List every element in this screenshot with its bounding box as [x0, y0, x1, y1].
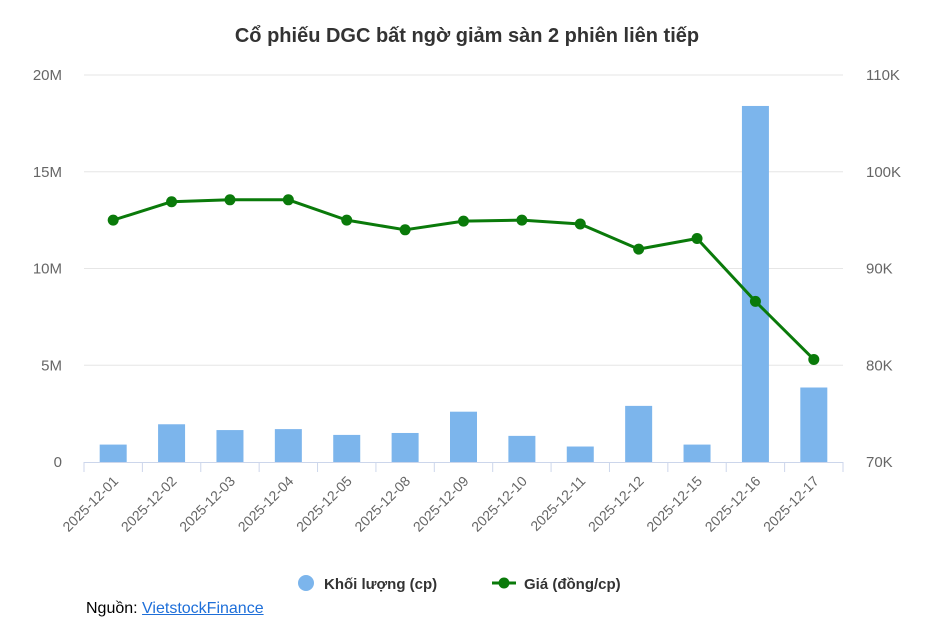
x-axis: 2025-12-012025-12-022025-12-032025-12-04…: [59, 462, 844, 535]
source-link[interactable]: VietstockFinance: [142, 600, 264, 617]
price-point: [107, 214, 119, 226]
price-point: [516, 214, 528, 226]
legend-volume-label: Khối lượng (cp): [324, 576, 437, 593]
volume-bar: [274, 429, 302, 462]
x-tick-label: 2025-12-16: [702, 473, 764, 535]
volume-bar: [450, 411, 477, 462]
x-tick-label: 2025-12-03: [176, 473, 238, 535]
y-left-tick-label: 5M: [41, 357, 62, 374]
legend-item-price[interactable]: Giá (đồng/cp): [492, 576, 621, 593]
gridlines: [84, 74, 843, 366]
y-left-tick-label: 20M: [33, 67, 62, 84]
y-right-tick-label: 90K: [866, 261, 893, 278]
legend-price-marker: [498, 577, 510, 589]
price-point: [224, 194, 236, 206]
volume-bar: [99, 444, 127, 462]
volume-bar: [333, 434, 361, 462]
y-left-tick-label: 10M: [33, 261, 62, 278]
chart-title: Cổ phiếu DGC bất ngờ giảm sàn 2 phiên li…: [235, 25, 699, 47]
volume-bars: [99, 105, 828, 463]
x-tick-label: 2025-12-08: [351, 473, 413, 535]
volume-bar: [391, 432, 419, 462]
y-left-tick-label: 15M: [33, 164, 62, 181]
y-axis-left: 0 5M 10M 15M 20M: [33, 67, 62, 471]
price-point: [399, 224, 411, 236]
price-point: [749, 295, 761, 307]
x-tick-label: 2025-12-05: [293, 473, 355, 535]
price-point: [282, 194, 294, 206]
price-point: [574, 218, 586, 230]
legend[interactable]: Khối lượng (cp) Giá (đồng/cp): [298, 575, 621, 593]
x-tick-label: 2025-12-15: [643, 473, 705, 535]
y-axis-right: 70K 80K 90K 100K 110K: [866, 67, 901, 471]
price-point: [458, 215, 469, 227]
volume-bar: [741, 105, 769, 463]
y-right-tick-label: 80K: [866, 357, 893, 374]
x-tick-label: 2025-12-01: [59, 473, 121, 535]
legend-volume-marker: [298, 575, 314, 591]
volume-bar: [508, 435, 536, 462]
legend-price-label: Giá (đồng/cp): [524, 576, 621, 593]
volume-bar: [216, 430, 244, 462]
price-point: [166, 196, 178, 208]
x-tick-label: 2025-12-10: [468, 473, 530, 535]
volume-bar: [800, 387, 828, 462]
volume-bar: [566, 446, 594, 462]
price-line: [107, 194, 820, 365]
price-point: [633, 243, 645, 255]
y-right-tick-label: 100K: [866, 164, 901, 181]
x-tick-label: 2025-12-12: [585, 473, 647, 535]
volume-bar: [683, 444, 711, 462]
source-label: Nguồn:: [86, 600, 143, 617]
y-right-tick-label: 110K: [866, 67, 900, 84]
volume-bar: [625, 405, 653, 462]
x-tick-label: 2025-12-11: [527, 473, 588, 534]
y-left-tick-label: 0: [54, 454, 62, 471]
legend-item-volume[interactable]: Khối lượng (cp): [298, 575, 437, 593]
price-point: [341, 214, 353, 226]
volume-bar: [158, 424, 186, 462]
x-tick-label: 2025-12-04: [235, 473, 297, 535]
source-note: Nguồn: VietstockFinance: [86, 600, 264, 618]
price-point: [691, 233, 703, 245]
y-right-tick-label: 70K: [866, 454, 893, 471]
price-point: [808, 353, 820, 365]
x-tick-label: 2025-12-17: [760, 473, 822, 535]
x-tick-label: 2025-12-02: [118, 473, 180, 535]
x-tick-label: 2025-12-09: [410, 473, 472, 535]
